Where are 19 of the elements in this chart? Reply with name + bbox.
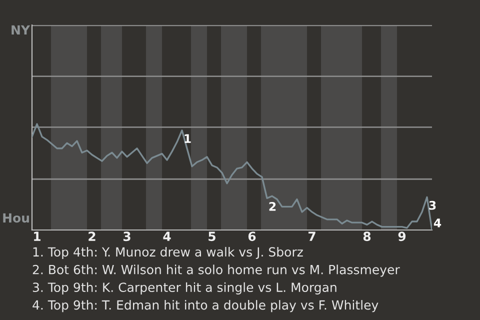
x-tick-label: 3	[123, 232, 130, 242]
annotation: 2	[269, 202, 276, 211]
x-tick-label: 6	[248, 232, 256, 242]
text: 2. Bot 6th: W. Wilson hit a solo home run vs M. Plassmeyer	[32, 264, 400, 277]
x-tick-label: 8	[363, 232, 371, 242]
x-tick-label: 2	[88, 232, 96, 241]
text: 1. Top 4th: Y. Munoz drew a walk vs J. Sborz	[33, 246, 303, 260]
x-tick-label: 5	[208, 232, 216, 242]
text: 4	[434, 218, 442, 228]
text: 3. Top 9th: K. Carpenter hit a single vs L. Morgan	[32, 282, 336, 294]
annotation: 3	[429, 200, 436, 210]
x-tick-label: 9	[398, 232, 406, 242]
annotation: 1	[184, 134, 191, 143]
x-tick-label: 1	[34, 232, 40, 241]
x-tick-label: 4	[163, 232, 171, 241]
text: Hou	[3, 213, 29, 223]
x-tick-label: 7	[308, 232, 316, 241]
text: 4. Top 9th: T. Edman hit into a double play vs F. Whitley	[32, 300, 378, 312]
text: NY	[12, 25, 30, 34]
